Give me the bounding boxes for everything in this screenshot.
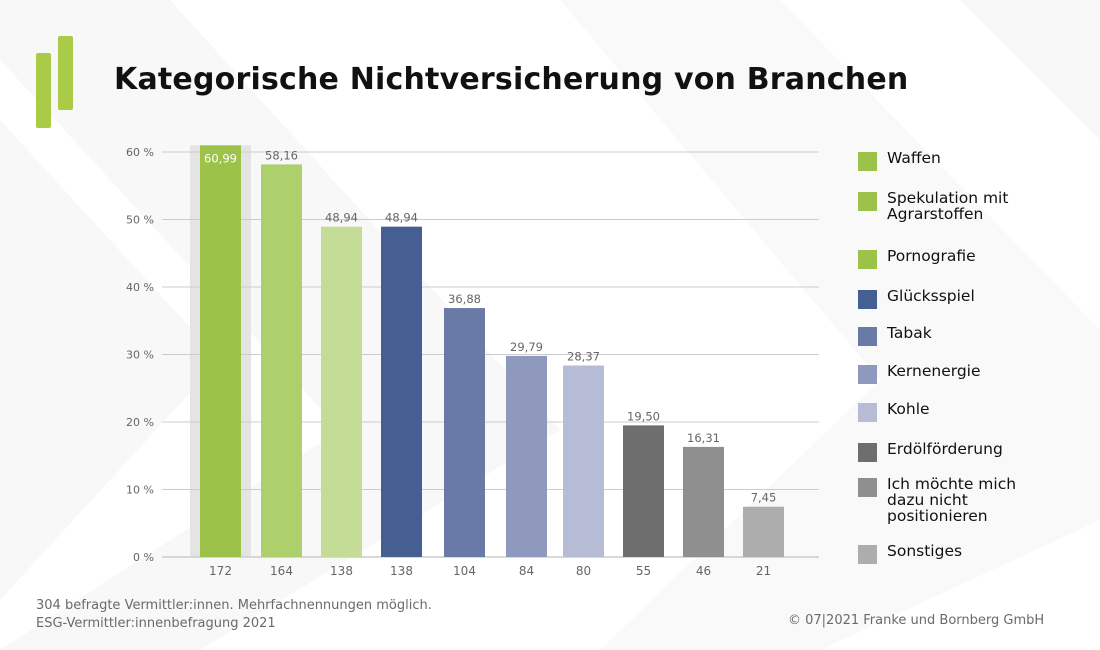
background-chevron-shape	[0, 120, 220, 600]
bar-value-label: 16,31	[687, 431, 720, 445]
legend-swatch	[858, 365, 877, 384]
sample-note: 304 befragte Vermittler:innen. Mehrfachn…	[36, 598, 432, 613]
legend-item: Kohle	[858, 401, 1057, 422]
bar-value-label: 19,50	[627, 409, 660, 423]
legend-swatch	[858, 403, 877, 422]
legend-label: Erdölförderung	[887, 440, 1003, 458]
legend-swatch	[858, 443, 877, 462]
bar-2	[261, 164, 302, 558]
bar-count-label: 172	[209, 564, 232, 578]
legend-swatch	[858, 478, 877, 497]
legend-item: Ich möchte mich dazu nicht positionieren	[858, 476, 1057, 524]
legend-swatch	[858, 250, 877, 269]
legend-item: Sonstiges	[858, 543, 1057, 564]
legend-swatch	[858, 152, 877, 171]
bar-count-label: 80	[576, 564, 591, 578]
bar-3	[321, 226, 362, 557]
bar-5	[444, 308, 485, 557]
legend-item: Kernenergie	[858, 363, 1057, 384]
bar-count-label: 104	[453, 564, 476, 578]
bar-value-label: 28,37	[567, 350, 600, 364]
bar-value-label: 60,99	[204, 151, 237, 165]
bar-6	[506, 355, 547, 557]
legend-swatch	[858, 545, 877, 564]
bar-value-label: 29,79	[510, 340, 543, 354]
legend-label: Sonstiges	[887, 542, 963, 560]
legend-label: Kernenergie	[887, 362, 981, 380]
bar-value-label: 58,16	[265, 148, 298, 162]
legend-item: Pornografie	[858, 248, 1057, 269]
y-tick-label: 50 %	[126, 214, 154, 227]
bar-value-label: 48,94	[385, 211, 418, 225]
background-chevron-shape	[560, 0, 1100, 650]
bar-count-label: 138	[330, 564, 353, 578]
bar-1	[200, 145, 241, 557]
legend-label: Tabak	[887, 324, 932, 342]
legend-item: Glücksspiel	[858, 288, 1057, 309]
y-tick-label: 40 %	[126, 281, 154, 294]
y-tick-label: 20 %	[126, 416, 154, 429]
y-tick-label: 30 %	[126, 349, 154, 362]
bar-count-label: 46	[696, 564, 711, 578]
bar-value-label: 7,45	[751, 491, 777, 505]
bar-value-label: 36,88	[448, 292, 481, 306]
legend-label: Pornografie	[887, 247, 976, 265]
legend-swatch	[858, 327, 877, 346]
bar-count-label: 138	[390, 564, 413, 578]
background-chevron-shape	[960, 0, 1100, 140]
legend-label: Ich möchte mich dazu nicht positionieren	[887, 475, 1017, 525]
bar-value-label: 48,94	[325, 211, 358, 225]
bar-count-label: 164	[270, 564, 293, 578]
legend-label: Kohle	[887, 400, 930, 418]
y-tick-label: 10 %	[126, 484, 154, 497]
y-tick-label: 60 %	[126, 146, 154, 159]
survey-source: ESG-Vermittler:innenbefragung 2021	[36, 616, 276, 631]
legend-label: Waffen	[887, 149, 941, 167]
legend-label: Glücksspiel	[887, 287, 975, 305]
bar-8	[623, 425, 664, 557]
legend-label: Spekulation mit Agrarstoffen	[887, 189, 1009, 223]
legend-swatch	[858, 290, 877, 309]
legend-item: Spekulation mit Agrarstoffen	[858, 190, 1057, 222]
copyright-notice: © 07|2021 Franke und Bornberg GmbH	[788, 613, 1045, 628]
logo-bar-right	[58, 36, 73, 110]
chart-title: Kategorische Nichtversicherung von Branc…	[114, 62, 909, 97]
bar-7	[563, 365, 604, 557]
legend-swatch	[858, 192, 877, 211]
bar-10	[743, 506, 784, 557]
legend-item: Tabak	[858, 325, 1057, 346]
y-tick-label: 0 %	[133, 551, 154, 564]
legend-item: Waffen	[858, 150, 1057, 171]
bar-count-label: 55	[636, 564, 651, 578]
logo-bar-left	[36, 53, 51, 128]
bar-count-label: 21	[756, 564, 771, 578]
bar-4	[381, 226, 422, 557]
bar-9	[683, 446, 724, 557]
legend-item: Erdölförderung	[858, 441, 1057, 462]
bar-count-label: 84	[519, 564, 534, 578]
